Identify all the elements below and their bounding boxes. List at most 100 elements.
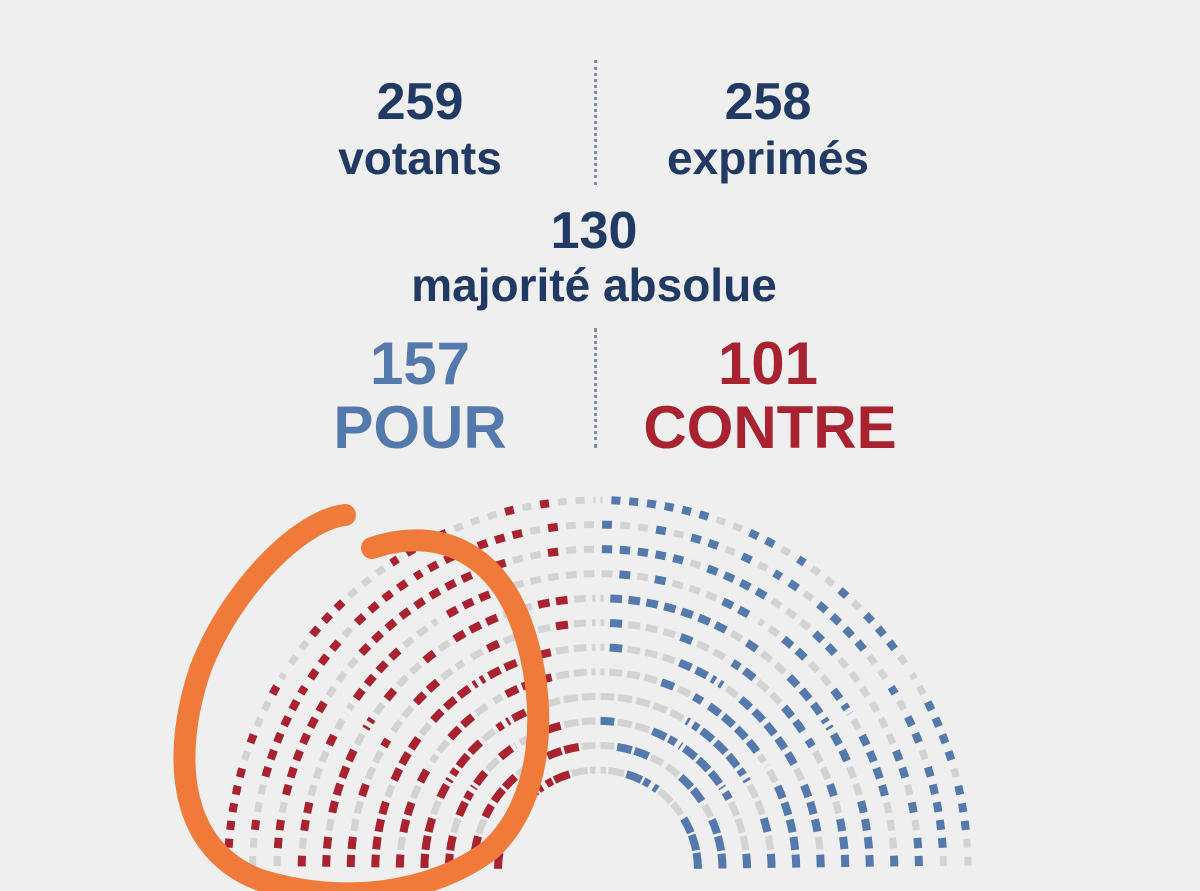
seat-pour (836, 818, 847, 832)
seat-pour (637, 547, 649, 557)
seat-pour (687, 833, 701, 852)
seat-contre (363, 673, 377, 687)
seat-empty (756, 679, 770, 693)
seat-pour (840, 854, 850, 868)
hemicycle-spoke (674, 665, 919, 823)
seat-empty (575, 496, 585, 505)
seat-empty (418, 722, 433, 737)
seat-empty (809, 565, 822, 577)
seat-contre (378, 800, 390, 816)
seat-empty (700, 802, 714, 819)
seat-empty (950, 767, 960, 779)
seat-empty (261, 700, 272, 712)
seat-empty (253, 716, 264, 728)
contre-label: CONTRE (643, 394, 897, 461)
seat-empty (241, 750, 251, 762)
seat-empty (637, 523, 649, 532)
seat-pour (931, 716, 943, 728)
seat-pour (935, 819, 946, 831)
seat-empty (563, 694, 579, 704)
seat-empty (657, 788, 674, 805)
seat-empty (724, 685, 739, 699)
seat-empty (732, 522, 744, 533)
seat-pour (913, 837, 923, 849)
seat-empty (824, 575, 836, 588)
seat-contre (468, 621, 483, 634)
seat-empty (669, 709, 685, 722)
seat-contre (413, 596, 427, 610)
seat-empty (469, 516, 481, 526)
seat-empty (485, 757, 501, 773)
seat-pour (628, 595, 641, 606)
exprimes-count: 258 (724, 73, 812, 131)
seat-empty (581, 717, 597, 726)
seat-pour (781, 704, 796, 720)
votants-label: votants (338, 132, 502, 184)
seat-pour (699, 727, 716, 743)
seat-contre (446, 835, 457, 851)
seat-empty (278, 801, 288, 814)
seat-empty (397, 836, 407, 851)
votants-count: 259 (376, 73, 464, 131)
seat-pour (816, 601, 829, 614)
seat-pour (663, 502, 675, 512)
seat-contre (288, 698, 301, 712)
seat-contre (273, 837, 283, 849)
seat-pour (742, 853, 752, 869)
seat-pour (625, 770, 644, 784)
seat-contre (300, 819, 310, 832)
seat-empty (555, 645, 569, 655)
seat-pour (738, 696, 754, 711)
seat-empty (343, 702, 355, 716)
seat-empty (724, 545, 737, 556)
seat-empty (649, 754, 666, 768)
seat-empty (846, 765, 857, 779)
seat-pour (712, 739, 729, 756)
seat-contre (388, 647, 402, 661)
seat-contre (345, 748, 358, 763)
seat-contre (504, 505, 515, 516)
seat-contre (473, 769, 489, 787)
seat-pour (680, 816, 695, 835)
seat-empty (802, 590, 815, 602)
seat-empty (353, 732, 366, 747)
seat-pour (745, 738, 761, 754)
seat-empty (565, 546, 577, 555)
seat-empty (793, 767, 805, 782)
seat-empty (334, 717, 346, 731)
seat-empty (617, 718, 633, 729)
seat-empty (746, 783, 759, 799)
seat-contre (547, 522, 559, 533)
seat-contre (303, 801, 314, 814)
seat-empty (450, 817, 462, 834)
seat-empty (325, 818, 335, 832)
seat-pour (944, 750, 956, 762)
seat-empty (814, 836, 824, 850)
seat-pour (839, 836, 849, 850)
seat-pour (678, 658, 693, 672)
seat-pour (781, 635, 795, 649)
seat-contre (425, 678, 441, 693)
seat-pour (826, 783, 838, 798)
seat-empty (600, 692, 615, 701)
seat-empty (364, 766, 377, 781)
seat-pour (773, 784, 787, 800)
seat-empty (288, 654, 299, 666)
seat-empty (481, 727, 497, 743)
seat-empty (627, 621, 641, 630)
seat-contre (424, 817, 437, 833)
seat-empty (689, 559, 702, 570)
seat-pour (830, 732, 843, 747)
seat-pour (599, 716, 615, 726)
seat-empty (346, 656, 359, 670)
seat-contre (228, 802, 239, 813)
seat-pour (763, 721, 778, 737)
seat-contre (280, 715, 292, 728)
seat-empty (511, 554, 524, 564)
seat-pour (786, 674, 801, 689)
seat-empty (609, 668, 623, 677)
seat-pour (791, 854, 801, 868)
seat-pour (725, 752, 741, 769)
seat-pour (748, 528, 760, 541)
seat-pour (720, 713, 736, 729)
